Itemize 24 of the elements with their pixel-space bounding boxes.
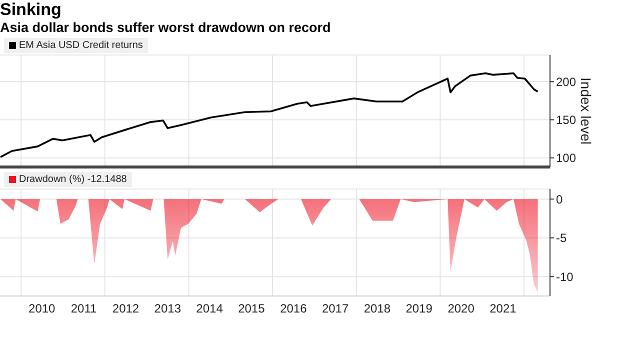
y-tick-label: 200 [556,74,576,89]
x-tick-label: 2020 [448,302,475,316]
x-tick-label: 2019 [406,302,433,316]
x-tick-label: 2015 [238,302,266,316]
legend-label: EM Asia USD Credit returns [19,40,143,51]
x-tick-label: 2021 [490,302,517,316]
chart-subtitle: Asia dollar bonds suffer worst drawdown on record [0,19,332,36]
x-tick-label: 2013 [154,302,182,316]
y-tick-label: -10 [556,270,574,284]
y-axis-title: Index level [578,78,594,144]
x-tick-label: 2018 [364,302,391,316]
y-tick-label: -5 [556,231,567,246]
x-tick-label: 2012 [112,302,140,316]
y-tick-label: 0 [556,192,563,206]
x-tick-label: 2016 [280,302,308,316]
y-tick-label: 100 [556,151,576,166]
x-tick-label: 2017 [322,302,349,316]
legend-label: Drawdown (%) -12.1488 [19,174,127,185]
line-series [0,72,539,158]
y-tick-label: 150 [556,113,576,128]
x-tick-label: 2014 [196,302,224,316]
chart-title: Sinking [0,0,62,19]
x-tick-label: 2010 [28,302,56,316]
x-tick-label: 2011 [70,302,97,316]
